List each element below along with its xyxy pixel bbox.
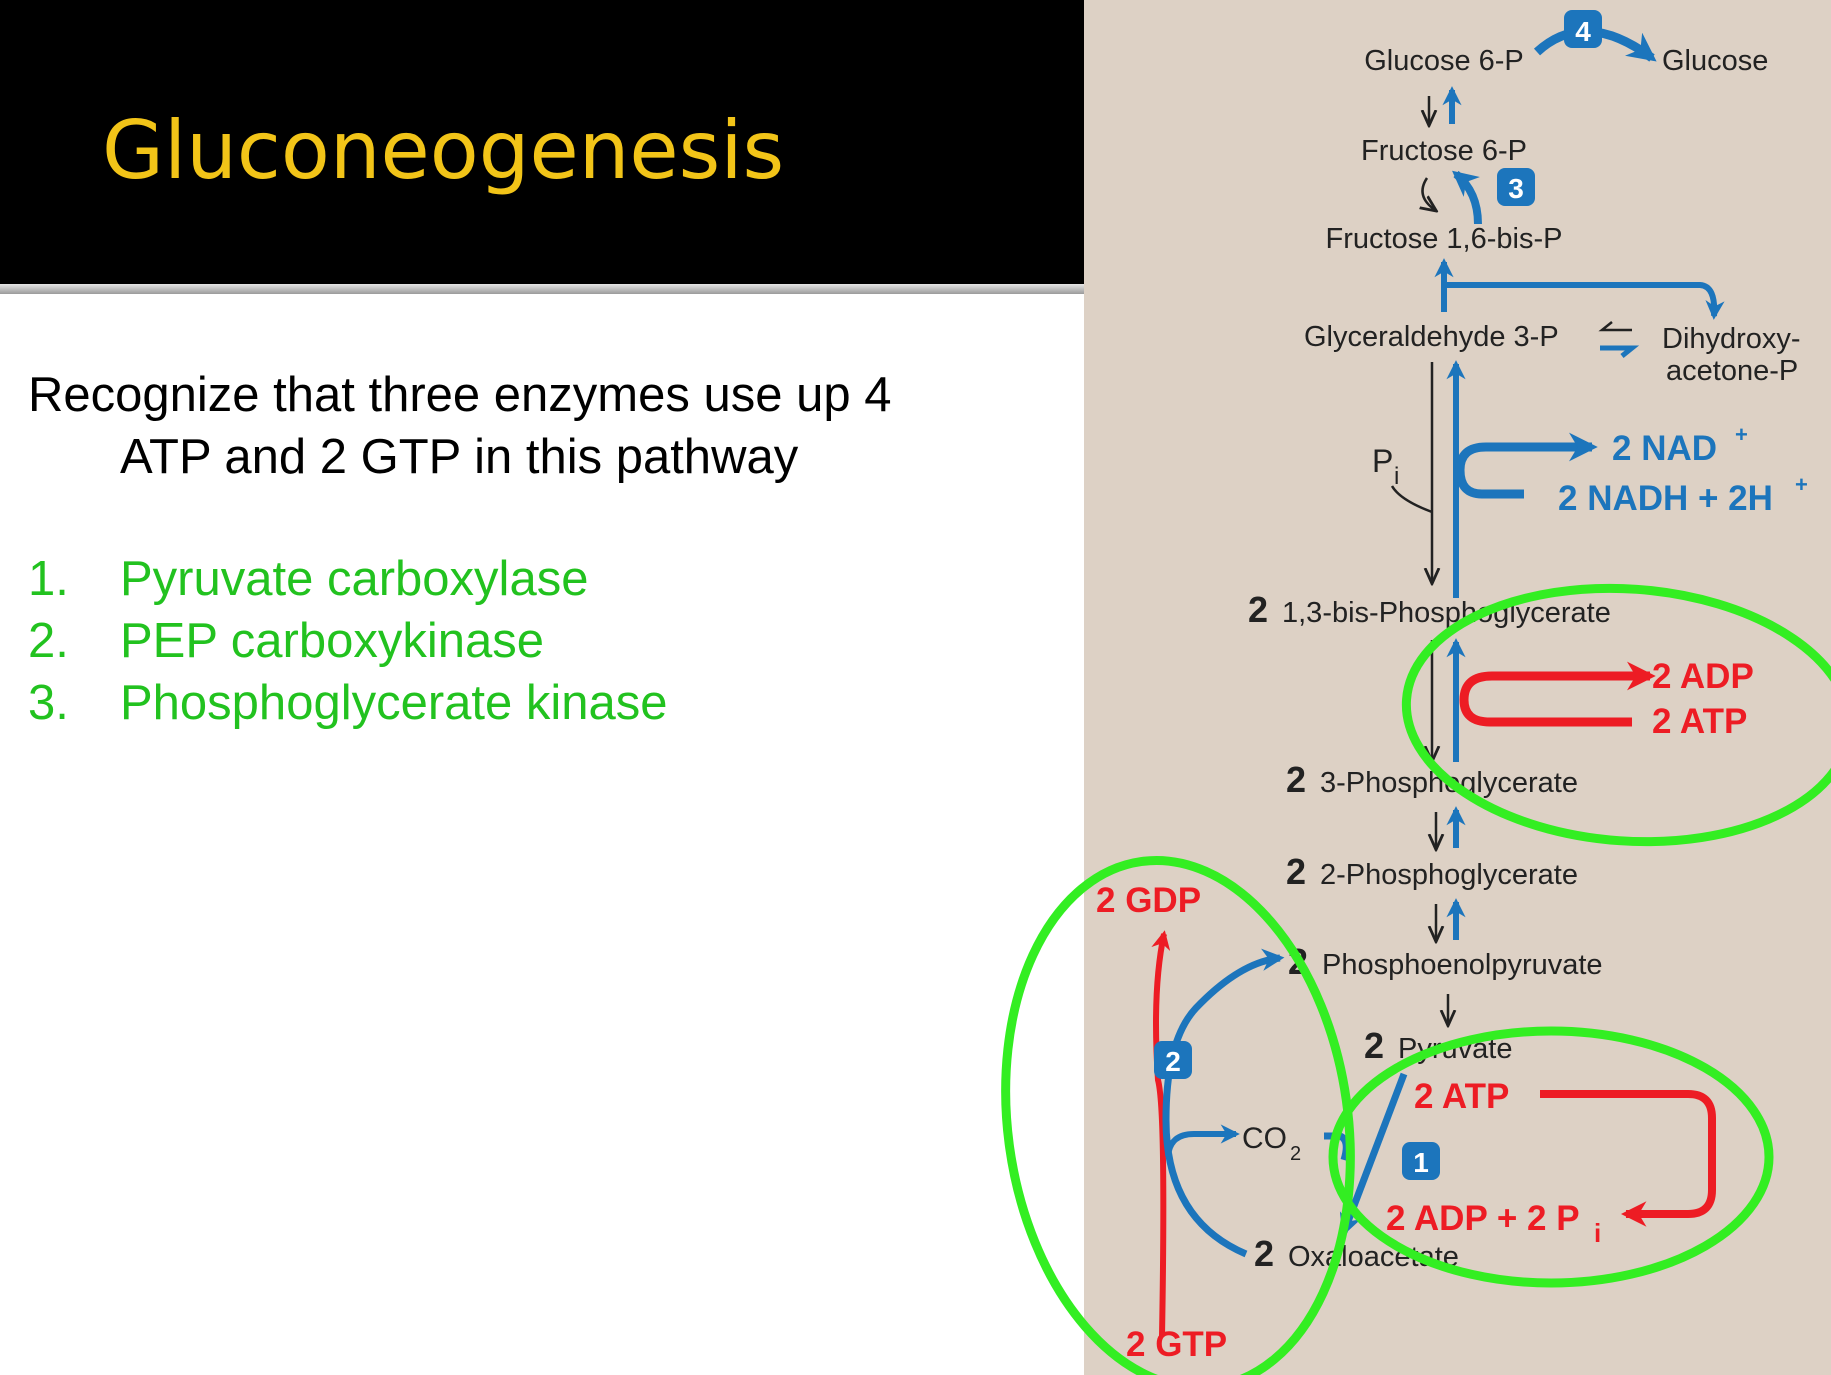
label-adp-pgk: 2 ADP [1652, 657, 1754, 696]
highlight-phosphoglycerate-kinase [1401, 583, 1831, 847]
label-nadh-superscript: + [1795, 472, 1808, 497]
label-oxaloacetate: Oxaloacetate [1288, 1241, 1459, 1273]
label-adp-pi-pc: 2 ADP + 2 P [1386, 1199, 1580, 1238]
enzyme-number: 3. [28, 676, 69, 730]
arrow-gtp-to-gdp [1151, 930, 1171, 1337]
enzyme-badge-1 [1402, 1142, 1440, 1180]
enzyme-badge-4-label: 4 [1575, 16, 1591, 47]
stoich-2pg: 2 [1286, 851, 1306, 892]
stoich-13bpg: 2 [1248, 589, 1268, 630]
label-gdp: 2 GDP [1096, 881, 1201, 920]
stoich-3pg: 2 [1286, 759, 1306, 800]
arrow-g3p-to-dhap [1600, 345, 1640, 358]
title-bar: Gluconeogenesis [0, 0, 1084, 284]
label-nadh: 2 NADH + 2H [1558, 479, 1773, 518]
label-glyceraldehyde-3p: Glyceraldehyde 3-P [1304, 321, 1559, 353]
intro-line-1: Recognize that three enzymes use up 4 [28, 368, 892, 422]
arrow-pc-atp-use [1540, 1090, 1716, 1227]
label-co2-main: CO [1242, 1122, 1287, 1155]
stoich-oxaloacetate: 2 [1254, 1233, 1274, 1274]
enzyme-badge-4 [1564, 10, 1602, 48]
slide-title: Gluconeogenesis [102, 104, 785, 197]
arrow-dhap-to-g3p [1598, 321, 1632, 332]
enzyme-badge-2-label: 2 [1165, 1046, 1181, 1077]
label-atp-pc: 2 ATP [1414, 1077, 1509, 1116]
label-glucose: Glucose [1662, 45, 1768, 77]
enzyme-badge-1-label: 1 [1413, 1147, 1429, 1178]
label-glucose-6p: Glucose 6-P [1364, 45, 1524, 77]
enzyme-item-2: 2. PEP carboxykinase [28, 610, 668, 672]
arrow-pgk-atp-use [1459, 661, 1656, 727]
enzyme-3-arrow [1452, 170, 1482, 225]
label-atp-pgk: 2 ATP [1652, 702, 1747, 741]
arrow-f6p-to-f16bp [1423, 177, 1436, 210]
enzyme-item-3: 3. Phosphoglycerate kinase [28, 672, 668, 734]
enzyme-number: 2. [28, 614, 69, 668]
label-co2-subscript: 2 [1290, 1143, 1301, 1165]
intro-line-2: ATP and 2 GTP in this pathway [120, 430, 799, 484]
enzyme-name: Pyruvate carboxylase [120, 552, 589, 606]
label-fructose-6p: Fructose 6-P [1361, 135, 1527, 167]
highlight-pyruvate-carboxylase [1328, 1026, 1774, 1288]
enzyme-name: PEP carboxykinase [120, 614, 544, 668]
label-nad-superscript: + [1735, 422, 1748, 447]
stoich-pyruvate: 2 [1364, 1025, 1384, 1066]
label-phosphoenolpyruvate: Phosphoenolpyruvate [1322, 949, 1603, 981]
intro-text: Recognize that three enzymes use up 4 AT… [28, 364, 1068, 488]
enzyme-badge-3 [1497, 168, 1535, 206]
arrow-dhap-branch [1444, 282, 1725, 320]
label-adp-pi-subscript: i [1594, 1218, 1601, 1248]
enzyme-badge-2 [1154, 1041, 1192, 1079]
label-dhap-line1: Dihydroxy- [1662, 323, 1801, 355]
label-fructose-16-bisp: Fructose 1,6-bis-P [1326, 223, 1563, 255]
enzyme-number: 1. [28, 552, 69, 606]
arrow-nadh-oxidation [1455, 432, 1598, 499]
enzyme-name: Phosphoglycerate kinase [120, 676, 668, 730]
enzyme-item-1: 1. Pyruvate carboxylase [28, 548, 668, 610]
label-2-phosphoglycerate: 2-Phosphoglycerate [1320, 859, 1578, 891]
enzyme-badge-3-label: 3 [1508, 173, 1524, 204]
label-nad: 2 NAD [1612, 429, 1717, 468]
label-13-bisphosphoglycerate: 1,3-bis-Phosphoglycerate [1282, 597, 1611, 629]
title-divider [0, 284, 1084, 294]
arrow-co2-release [1165, 1124, 1240, 1157]
label-pi-main: P [1372, 443, 1393, 479]
enzyme-list: 1. Pyruvate carboxylase 2. PEP carboxykina… [28, 548, 668, 734]
highlight-pep-carboxykinase [1001, 856, 1355, 1375]
label-gtp: 2 GTP [1126, 1325, 1227, 1364]
label-dhap-line2: acetone-P [1666, 355, 1798, 387]
arrow-pi-release [1390, 485, 1433, 514]
label-pi-subscript: i [1394, 463, 1399, 490]
arrow-oaa-to-pep [1162, 948, 1285, 1258]
